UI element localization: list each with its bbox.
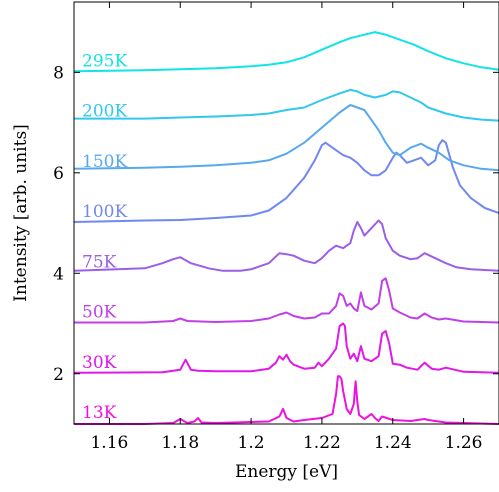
series-line-50K: [74, 277, 499, 324]
series-label-200K: 200K: [82, 102, 127, 122]
series-line-30K: [73, 322, 499, 374]
series-label-100K: 100K: [82, 202, 127, 222]
y-tick-label: 2: [53, 365, 64, 385]
series-layer: [73, 31, 499, 425]
y-tick-label: 4: [53, 264, 64, 284]
series-label-150K: 150K: [82, 152, 127, 172]
series-labels: 13K 30K 50K 75K 100K 150K 200K 295K: [82, 51, 127, 423]
series-label-30K: 30K: [82, 353, 117, 373]
series-line-100K: [73, 139, 499, 223]
series-line-200K: [74, 88, 499, 122]
series-label-295K: 295K: [82, 51, 127, 71]
y-tick-label: 6: [53, 164, 64, 184]
x-tick-label: 1.18: [161, 433, 199, 453]
series-label-13K: 13K: [82, 403, 117, 423]
x-tick-label: 1.22: [303, 433, 341, 453]
series-line-75K: [73, 219, 499, 272]
plot-frame: [73, 1, 499, 425]
x-tick-label: 1.26: [445, 433, 483, 453]
y-axis-label: Intensity [arb. units]: [11, 124, 31, 302]
series-line-150K: [73, 104, 499, 172]
x-axis-label: Energy [eV]: [235, 462, 338, 482]
x-tick-label: 1.2: [238, 433, 265, 453]
axis-ticks: 1.16 1.18 1.2 1.22 1.24 1.26 2 4 6 8: [53, 2, 499, 453]
series-line-13K: [74, 375, 499, 425]
x-tick-label: 1.24: [374, 433, 412, 453]
series-label-75K: 75K: [82, 252, 117, 272]
y-tick-label: 8: [53, 63, 64, 83]
series-line-295K: [73, 31, 499, 73]
series-label-50K: 50K: [82, 303, 117, 323]
x-tick-label: 1.16: [90, 433, 128, 453]
